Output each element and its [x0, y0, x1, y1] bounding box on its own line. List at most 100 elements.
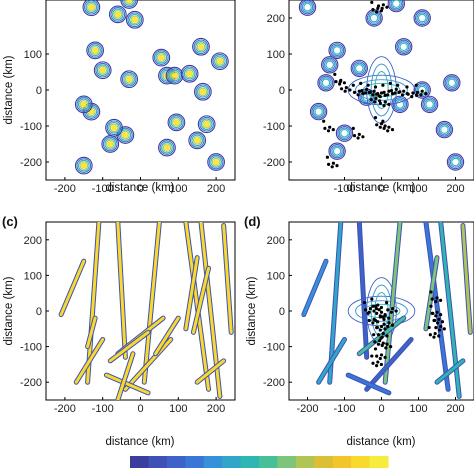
x-tick-label: 200	[207, 403, 225, 415]
fault-trace	[108, 330, 150, 363]
earthquake-event	[322, 119, 326, 123]
earthquake-event	[369, 98, 373, 102]
contour-peak	[112, 125, 116, 130]
earthquake-event	[372, 333, 376, 337]
panel-b: -100 0 100 200 -200 -100 0 100 200 distance (km)	[263, 0, 474, 195]
earthquake-event	[439, 298, 443, 302]
earthquake-event	[375, 10, 379, 14]
contour-ring	[119, 129, 132, 141]
fault-trace	[424, 222, 450, 391]
contour-ring	[314, 107, 323, 116]
earthquake-event	[386, 324, 390, 329]
contour-ring	[161, 141, 173, 154]
earthquake-event	[436, 321, 440, 325]
earthquake-event	[389, 310, 393, 314]
earthquake-event	[331, 128, 335, 132]
contour-ring	[447, 78, 457, 88]
contour-ring	[193, 39, 209, 55]
contour-ring	[104, 138, 117, 150]
contour-ring	[106, 120, 122, 136]
x-tick-label: -100	[92, 403, 114, 415]
contour-ring	[337, 125, 352, 141]
earthquake-event	[432, 335, 436, 339]
earthquake-event	[374, 96, 378, 100]
x-tick-label: 100	[169, 403, 187, 415]
contour-ring	[156, 53, 166, 62]
contour-ring	[77, 159, 90, 172]
contour-ring	[207, 153, 225, 171]
contour-ring	[328, 142, 346, 160]
contour-ring	[392, 0, 401, 8]
contour-ring	[121, 130, 130, 140]
contour-ring	[352, 61, 367, 76]
contour-ring	[350, 59, 368, 78]
earthquake-event	[439, 313, 443, 317]
contour-lobe	[355, 300, 408, 322]
contour-ring	[322, 57, 337, 73]
earthquake-event	[379, 353, 384, 357]
earthquake-event	[396, 83, 400, 87]
contour-ring	[120, 0, 139, 9]
earthquake-event	[361, 92, 365, 96]
contour-ring	[329, 143, 345, 159]
colorbar-swatch	[277, 456, 297, 468]
fault-trace	[191, 266, 211, 334]
earthquake-event	[376, 342, 381, 346]
contour-ring	[390, 0, 403, 10]
earthquake-event	[381, 83, 385, 87]
earthquake-event	[419, 93, 423, 97]
panel-d: (d) -200 -100 0 100 200 -200 -100 0 100 200 dista…	[244, 214, 474, 448]
contour-peak	[81, 102, 86, 107]
y-tick-label: -200	[263, 377, 285, 389]
earthquake-event	[365, 87, 369, 91]
fault-trace	[461, 224, 472, 334]
earthquake-event	[383, 355, 387, 359]
earthquake-event	[362, 301, 366, 305]
contour-lobe	[355, 79, 408, 101]
contour-ring	[79, 100, 89, 109]
earthquake-event	[414, 83, 418, 87]
contour-ring	[126, 0, 132, 3]
earthquake-event	[377, 308, 381, 312]
contour-peak	[115, 12, 120, 17]
earthquake-event	[384, 346, 388, 350]
contour-ring	[300, 0, 315, 15]
x-tick-label: -200	[54, 183, 76, 195]
contour-ring	[127, 12, 143, 28]
earthquake-event	[428, 333, 432, 337]
contour-ring	[298, 0, 317, 16]
earthquake-event	[375, 354, 379, 358]
y-tick-label: 100	[267, 49, 285, 61]
earthquake-event	[376, 333, 381, 337]
contour-ring	[414, 10, 430, 26]
earthquake-event	[342, 81, 346, 85]
earthquake-event	[338, 80, 342, 84]
contour-ring	[102, 136, 118, 152]
contour-ring	[425, 100, 434, 109]
contour-ring	[182, 66, 197, 82]
earthquake-event	[440, 320, 445, 324]
contour-ring	[448, 154, 463, 170]
x-tick-label: 200	[207, 183, 225, 195]
panel-d-axes: -200 -100 0 100 200 -200 -100 0 100 200	[263, 235, 465, 415]
earthquake-event	[360, 89, 364, 93]
contour-peak	[81, 163, 86, 168]
contour-ring	[435, 120, 454, 139]
contour-ring	[95, 62, 111, 78]
earthquake-event	[371, 8, 375, 12]
contour-ring	[392, 97, 408, 112]
earthquake-event	[437, 334, 441, 338]
contour-ring	[74, 156, 93, 175]
panel-b-axes: -100 0 100 200 -200 -100 0 100 200	[263, 13, 465, 195]
earthquake-event	[378, 356, 382, 361]
contour-ring	[331, 145, 343, 157]
y-tick-label: -100	[20, 342, 42, 354]
earthquake-event	[378, 125, 382, 129]
earthquake-event	[379, 336, 383, 340]
earthquake-event	[352, 134, 357, 138]
contour-ring	[387, 0, 405, 13]
earthquake-event	[352, 90, 357, 94]
y-tick-label: -100	[20, 121, 42, 133]
contour-ring	[200, 118, 213, 131]
contour-ring	[132, 16, 138, 23]
